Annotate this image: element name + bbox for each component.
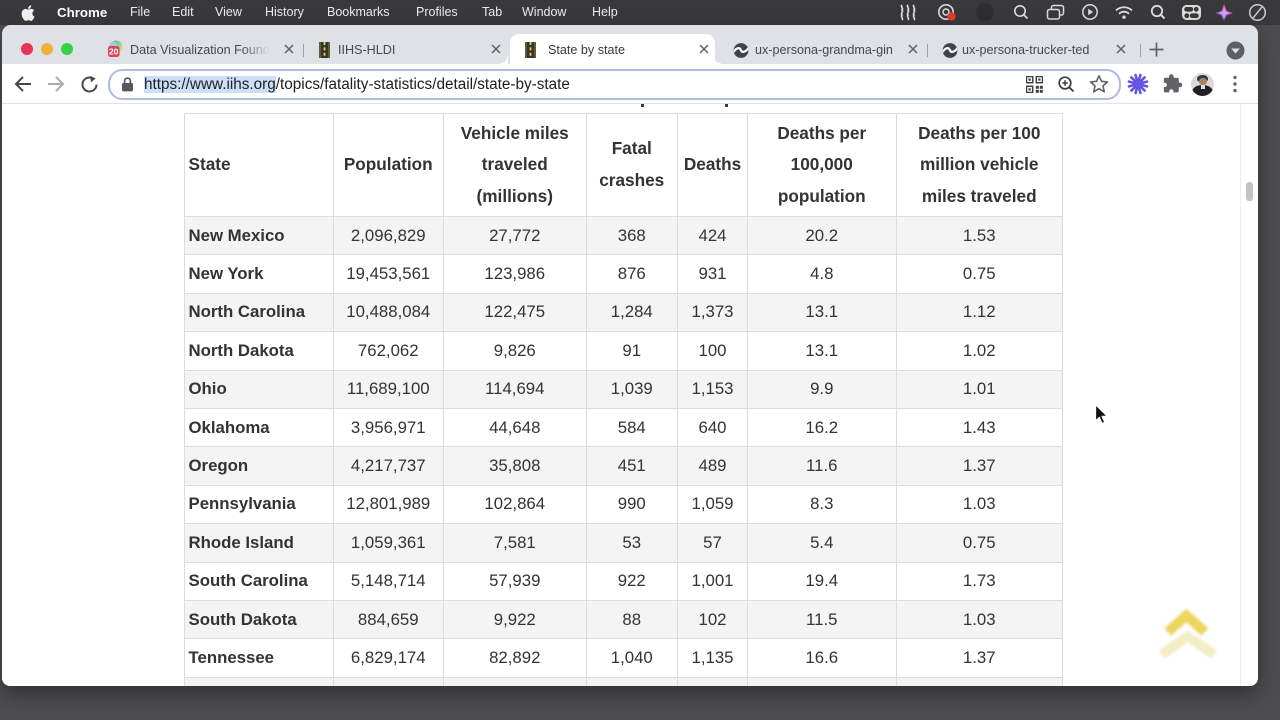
svg-text:20: 20 <box>109 47 119 57</box>
